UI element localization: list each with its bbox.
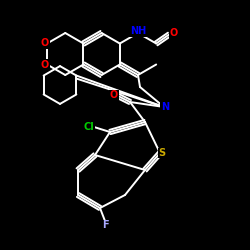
Text: S: S: [158, 148, 166, 158]
Text: F: F: [102, 220, 108, 230]
Text: Cl: Cl: [84, 122, 94, 132]
Text: O: O: [169, 28, 177, 38]
Text: O: O: [41, 60, 49, 70]
Text: N: N: [161, 102, 169, 112]
Text: O: O: [41, 38, 49, 48]
Text: NH: NH: [130, 26, 146, 36]
Text: O: O: [110, 90, 118, 100]
